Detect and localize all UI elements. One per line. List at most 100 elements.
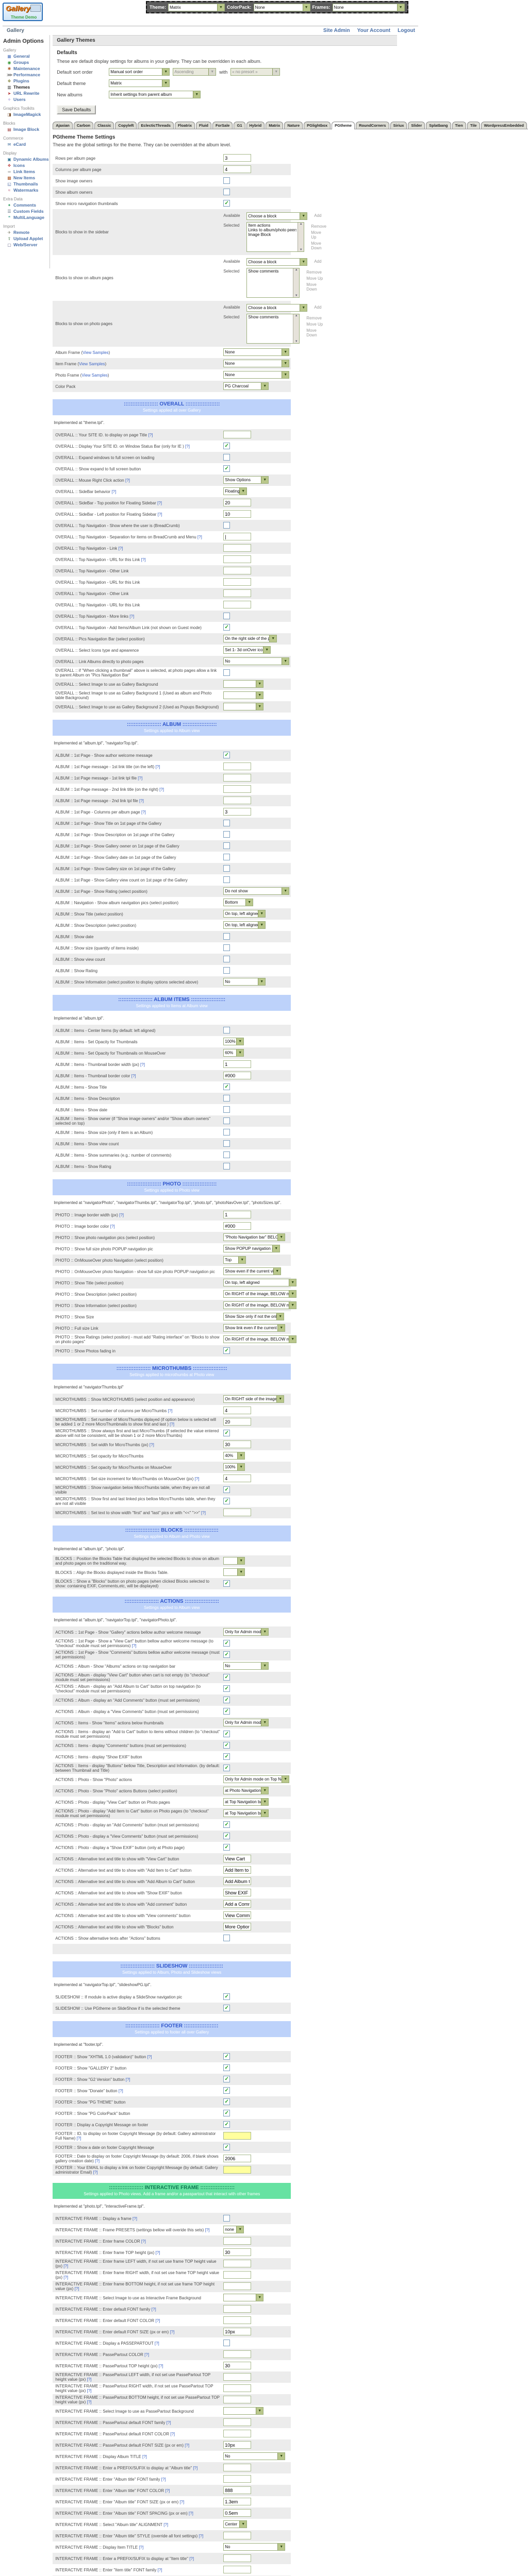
text-input[interactable]	[223, 1877, 252, 1886]
checkbox[interactable]: ✓	[223, 2064, 230, 2072]
sidebar-item-ecard[interactable]: ✉ eCard	[3, 141, 50, 147]
help-link[interactable]: [?]	[138, 775, 143, 781]
help-link[interactable]: [?]	[144, 2352, 150, 2357]
choose-block-select[interactable]: Choose a block ▼	[246, 304, 308, 312]
help-link[interactable]: [?]	[157, 2567, 162, 2572]
help-link[interactable]: [?]	[129, 614, 135, 619]
select[interactable]: Show Size only if not the only view size…	[223, 1313, 285, 1321]
help-link[interactable]: [?]	[147, 2054, 152, 2059]
help-link[interactable]: [?]	[87, 2388, 92, 2393]
sidebar-item-new-items[interactable]: ▩ New Items	[3, 175, 50, 181]
default-theme-select[interactable]: Matrix ▼	[109, 79, 170, 87]
help-link[interactable]: [?]	[185, 444, 190, 449]
sidebar-item-users[interactable]: ✧ Users	[3, 96, 50, 103]
tab-pglightbox[interactable]: PGlightbox	[304, 122, 331, 129]
sidebar-item-multilanguage[interactable]: ❝ MultiLanguage	[3, 214, 50, 221]
text-input[interactable]	[223, 2475, 252, 2483]
tab-fluid[interactable]: Fluid	[196, 122, 211, 129]
text-input[interactable]	[223, 785, 252, 793]
help-link[interactable]: [?]	[148, 432, 153, 437]
text-input[interactable]	[223, 1060, 252, 1069]
help-link[interactable]: [?]	[140, 1062, 145, 1067]
text-input[interactable]	[223, 2282, 252, 2291]
select[interactable]: ▼	[223, 680, 264, 688]
text-input[interactable]	[223, 2396, 252, 2404]
text-input[interactable]	[223, 499, 252, 507]
text-input[interactable]	[223, 2532, 252, 2540]
tab-eclecticthreads[interactable]: EclecticThreads	[138, 122, 174, 129]
checkbox[interactable]: ✓	[223, 443, 230, 450]
checkbox[interactable]	[223, 2340, 230, 2347]
remove-button[interactable]: Remove	[306, 316, 322, 320]
help-link[interactable]: [?]	[170, 2431, 175, 2436]
sidebar-item-upload-applet[interactable]: ⇧ Upload Applet	[3, 235, 50, 242]
sidebar-item-custom-fields[interactable]: ☰ Custom Fields	[3, 208, 50, 214]
sidebar-item-remote[interactable]: ✈ Remote	[3, 229, 50, 235]
help-link[interactable]: [?]	[118, 2088, 123, 2093]
checkbox[interactable]	[223, 1095, 230, 1102]
select[interactable]: On RIGHT of the image, BELOW microthumbs…	[223, 1335, 297, 1344]
help-link[interactable]: [?]	[189, 2556, 194, 2561]
help-link[interactable]: [?]	[163, 2522, 169, 2527]
choose-block-select[interactable]: Choose a block ▼	[246, 212, 308, 220]
checkbox[interactable]: ✓	[223, 1486, 230, 1494]
help-link[interactable]: [?]	[110, 1224, 115, 1229]
move-down-button[interactable]: Move Down	[311, 241, 322, 250]
checkbox[interactable]	[223, 1151, 230, 1159]
select[interactable]: Show link even if the current view is th…	[223, 1324, 286, 1332]
help-link[interactable]: [?]	[193, 2465, 198, 2470]
select[interactable]: 100% ▼	[223, 1463, 245, 1471]
checkbox[interactable]	[223, 669, 230, 676]
sidebar-item-general[interactable]: ▦ General	[3, 53, 50, 59]
tab-classic[interactable]: Classic	[94, 122, 114, 129]
checkbox[interactable]: ✓	[223, 2121, 230, 2128]
view-samples-link[interactable]: View Samples	[81, 372, 108, 378]
move-up-button[interactable]: Move Up	[306, 276, 323, 281]
sidebar-item-imagemagick[interactable]: ◨ ImageMagick	[3, 111, 50, 117]
text-input[interactable]	[223, 762, 252, 771]
checkbox[interactable]	[223, 1027, 230, 1034]
select[interactable]: None ▼	[223, 360, 290, 368]
text-input[interactable]	[223, 1440, 252, 1449]
select[interactable]: at Top Navigation bar ▼	[223, 1809, 269, 1818]
sidebar-item-watermarks[interactable]: ≈ Watermarks	[3, 187, 50, 193]
list-item[interactable]: Show comments	[248, 269, 279, 274]
tab-g1[interactable]: G1	[234, 122, 245, 129]
remove-button[interactable]: Remove	[306, 270, 322, 275]
text-input[interactable]	[223, 2362, 252, 2370]
text-input[interactable]	[223, 1406, 252, 1415]
selected-listbox[interactable]: Show comments ▲ ▼	[246, 314, 300, 344]
checkbox[interactable]: ✓	[223, 1674, 230, 1681]
sidebar-item-link-items[interactable]: ∞ Link Items	[3, 168, 50, 175]
help-link[interactable]: [?]	[165, 2488, 170, 2493]
text-input[interactable]	[223, 533, 252, 541]
select[interactable]: ▼	[223, 703, 264, 711]
checkbox[interactable]	[223, 831, 230, 838]
sidebar-item-themes[interactable]: ▥ Themes	[3, 84, 50, 90]
select[interactable]: None ▼	[223, 348, 290, 357]
help-link[interactable]: [?]	[87, 2377, 92, 2382]
help-link[interactable]: [?]	[142, 2454, 147, 2459]
help-link[interactable]: [?]	[141, 2239, 146, 2244]
select[interactable]: Center ▼	[223, 2520, 248, 2529]
checkbox[interactable]	[223, 1163, 230, 1170]
checkbox[interactable]: ✓	[223, 1498, 230, 1505]
scrollbar[interactable]: ▲ ▼	[293, 314, 300, 343]
tab-tile[interactable]: Tile	[467, 122, 480, 129]
text-input[interactable]	[223, 1072, 252, 1080]
help-link[interactable]: [?]	[197, 534, 202, 539]
sidebar-item-comments[interactable]: ✦ Comments	[3, 202, 50, 208]
help-link[interactable]: [?]	[76, 2136, 81, 2141]
help-link[interactable]: [?]	[158, 2363, 163, 2368]
text-input[interactable]	[223, 1900, 252, 1908]
text-input[interactable]	[223, 601, 252, 609]
text-input[interactable]	[223, 2554, 252, 2563]
text-input[interactable]	[223, 2155, 252, 2163]
text-input[interactable]	[223, 2384, 252, 2393]
tab-copyleft[interactable]: Copyleft	[115, 122, 137, 129]
checkbox[interactable]: ✓	[223, 1821, 230, 1828]
help-link[interactable]: [?]	[131, 1643, 137, 1648]
checkbox[interactable]: ✓	[223, 1833, 230, 1840]
select[interactable]: On RIGHT side of the image ▼	[223, 1395, 285, 1403]
help-link[interactable]: [?]	[179, 2499, 185, 2504]
